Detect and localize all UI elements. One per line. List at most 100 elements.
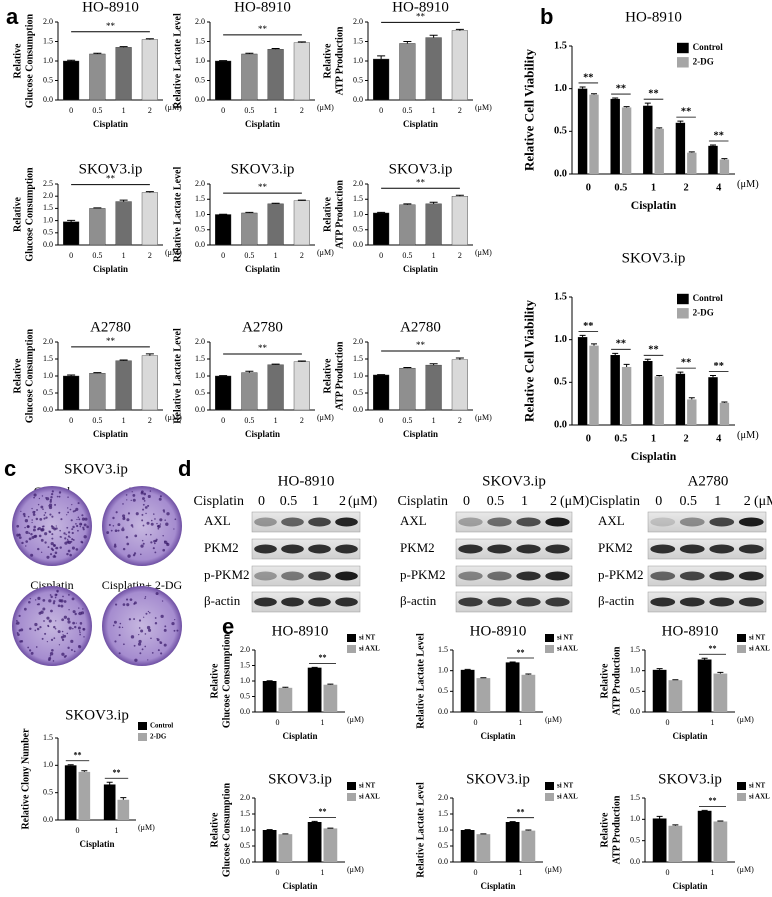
chart-title: A2780 [400, 319, 441, 335]
colony [53, 625, 56, 629]
protein-label: β-actin [598, 593, 635, 608]
error-bar [623, 106, 630, 108]
colony [58, 644, 61, 646]
blot-band [738, 544, 764, 554]
legend-label: si AXL [557, 645, 578, 653]
colony [49, 500, 52, 503]
error-bar [591, 343, 598, 346]
plate [102, 586, 182, 666]
colony [134, 534, 138, 538]
y-axis-label: Relative Lactate Level [172, 328, 183, 424]
x-tick-label: 0.5 [92, 416, 102, 425]
bar [399, 43, 416, 101]
legend-swatch [545, 782, 554, 790]
y-tick-label: 0.5 [195, 75, 205, 84]
error-bar [67, 374, 76, 376]
bar [293, 42, 310, 101]
error-bar [297, 199, 306, 201]
colony [147, 610, 150, 613]
y-tick-label: 1.5 [353, 194, 363, 203]
colony [30, 553, 34, 557]
y-tick-label: 0.0 [43, 95, 53, 104]
x-tick-label: 2 [300, 416, 304, 425]
colony [31, 535, 35, 539]
colony [46, 641, 49, 643]
legend-label: si AXL [557, 793, 578, 801]
colony [140, 629, 144, 633]
bar [621, 107, 632, 174]
colony [166, 512, 170, 516]
legend-swatch [737, 782, 746, 790]
colony [41, 525, 44, 528]
colony [127, 554, 131, 558]
error-bar [119, 199, 128, 202]
colony [32, 513, 36, 516]
colony [131, 491, 133, 493]
y-tick-label: 2.0 [438, 793, 448, 802]
legend-label: si NT [749, 782, 765, 790]
blot-band [254, 544, 277, 554]
x-tick-label: 2 [148, 106, 152, 115]
colony [161, 600, 164, 602]
x-tick-label: 1 [711, 718, 715, 727]
y-tick-label: 1.5 [438, 809, 448, 818]
blot-strip [455, 565, 573, 587]
y-tick-label: 0.0 [43, 815, 53, 824]
colony [54, 627, 57, 630]
y-axis-label: Relative [12, 358, 23, 394]
bar [425, 203, 442, 246]
colony [68, 609, 70, 611]
bar [675, 122, 686, 174]
bar [668, 680, 683, 712]
colony [30, 651, 34, 655]
colony [153, 542, 156, 545]
x-tick-label: 2 [300, 106, 304, 115]
bar [675, 373, 686, 425]
y-tick-label: 0.0 [630, 857, 640, 866]
colony [60, 635, 64, 639]
blot-band [738, 517, 764, 527]
error-bar [525, 829, 532, 831]
colony [80, 523, 82, 526]
colony [139, 652, 142, 655]
legend-label: Control [150, 722, 173, 730]
y-tick-label: 1.0 [43, 56, 53, 65]
colony [150, 637, 152, 640]
colony [61, 652, 65, 656]
y-tick-label: 0.0 [554, 168, 567, 179]
colony [118, 634, 121, 637]
significance-label: ** [616, 83, 626, 94]
bar [697, 810, 712, 862]
error-bar [656, 668, 663, 670]
colony [16, 621, 20, 625]
blot-band [254, 571, 277, 581]
protein-label: p-PKM2 [598, 567, 644, 582]
x-tick-label: 1 [115, 826, 119, 835]
y-axis-label: Relative Lactate Level [172, 13, 183, 109]
y-tick-label: 1.0 [438, 665, 448, 674]
chart-title: HO-8910 [662, 623, 719, 639]
colony [155, 592, 159, 596]
y-axis-label: Relative [322, 43, 333, 79]
error-bar [297, 41, 306, 43]
colony [41, 495, 44, 497]
colony [34, 622, 38, 627]
y-axis-label: Relative Cell Viability [521, 48, 536, 171]
y-tick-label: 1.0 [630, 665, 640, 674]
colony [128, 618, 132, 621]
y-axis-label: Glucose Consumption [24, 167, 35, 262]
bar [78, 771, 91, 820]
plate [102, 486, 182, 566]
error-bar [271, 363, 280, 365]
colony [18, 536, 22, 540]
colony [77, 502, 80, 505]
colony [67, 496, 69, 498]
y-tick-label: 1.5 [43, 354, 53, 363]
y-tick-label: 1.5 [195, 354, 205, 363]
y-tick-label: 0.0 [353, 405, 363, 414]
colony [75, 548, 79, 551]
colony [113, 620, 117, 624]
colony [144, 645, 147, 648]
legend-swatch [677, 42, 689, 54]
colony [123, 517, 126, 519]
